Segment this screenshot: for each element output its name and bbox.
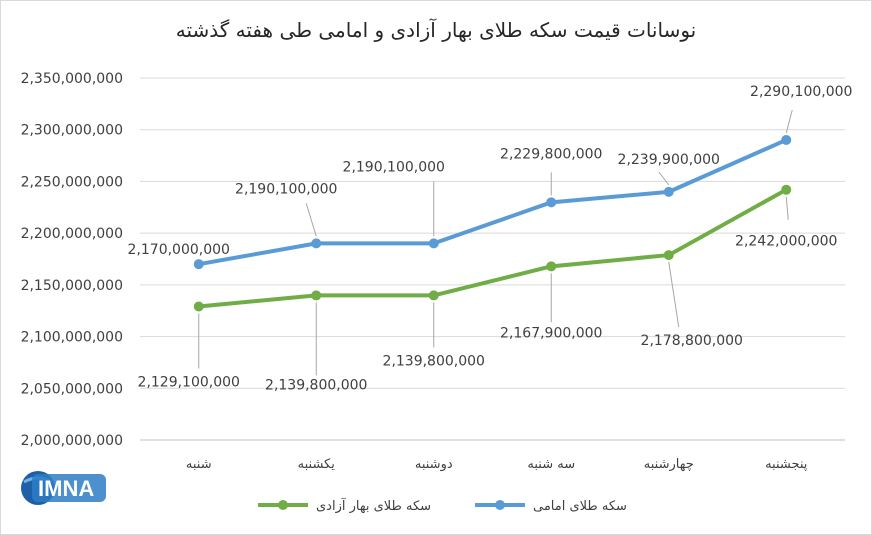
data-point <box>428 238 439 249</box>
x-tick-label: چهارشنبه <box>644 457 694 472</box>
data-label: 2,170,000,000 <box>128 242 230 258</box>
data-point <box>781 184 792 195</box>
leader-line <box>305 203 317 237</box>
data-label: 2,139,800,000 <box>265 377 367 393</box>
data-point <box>428 290 439 301</box>
data-point <box>193 301 204 312</box>
legend-label: سکه طلای امامی <box>533 499 627 514</box>
data-point <box>546 261 557 272</box>
x-tick-label: یکشنبه <box>298 457 336 472</box>
x-tick-label: سه شنبه <box>527 457 575 472</box>
y-tick-label: 2,150,000,000 <box>21 278 123 294</box>
leader-line <box>658 171 670 186</box>
series-line <box>196 187 789 309</box>
data-point <box>193 259 204 270</box>
y-tick-label: 2,350,000,000 <box>21 71 123 87</box>
data-label: 2,190,100,000 <box>235 181 337 197</box>
y-tick-label: 2,050,000,000 <box>21 381 123 397</box>
y-tick-label: 2,000,000,000 <box>21 433 123 449</box>
x-tick-label: پنجشنبه <box>765 457 808 472</box>
y-tick-label: 2,200,000,000 <box>21 226 123 242</box>
leader-line <box>785 109 793 134</box>
x-tick-label: شنبه <box>186 457 212 472</box>
data-point <box>546 197 557 208</box>
data-label: 2,178,800,000 <box>641 333 743 349</box>
leader-line <box>668 261 680 328</box>
logo-text: IMNA <box>38 476 94 501</box>
data-point <box>781 134 792 145</box>
data-label: 2,190,100,000 <box>343 159 445 175</box>
data-label: 2,129,100,000 <box>138 374 240 390</box>
data-label: 2,242,000,000 <box>735 234 837 250</box>
legend-marker <box>278 500 288 510</box>
data-label: 2,290,100,000 <box>750 84 852 100</box>
y-tick-label: 2,300,000,000 <box>21 123 123 139</box>
data-label: 2,167,900,000 <box>500 325 602 341</box>
data-label: 2,139,800,000 <box>383 353 485 369</box>
data-point <box>663 250 674 261</box>
data-label: 2,229,800,000 <box>500 146 602 162</box>
y-tick-label: 2,250,000,000 <box>21 174 123 190</box>
legend-marker <box>495 500 505 510</box>
x-tick-label: دوشنبه <box>415 457 453 472</box>
legend-label: سکه طلای بهار آزادی <box>316 497 431 514</box>
y-tick-label: 2,100,000,000 <box>21 330 123 346</box>
imna-logo: IMNA <box>21 471 106 505</box>
data-point <box>311 238 322 249</box>
data-label: 2,239,900,000 <box>618 152 720 168</box>
chart-title: نوسانات قیمت سکه طلای بهار آزادی و امامی… <box>175 18 697 42</box>
data-point <box>663 186 674 197</box>
series-line <box>196 137 789 267</box>
leader-line <box>785 196 789 220</box>
data-point <box>311 290 322 301</box>
